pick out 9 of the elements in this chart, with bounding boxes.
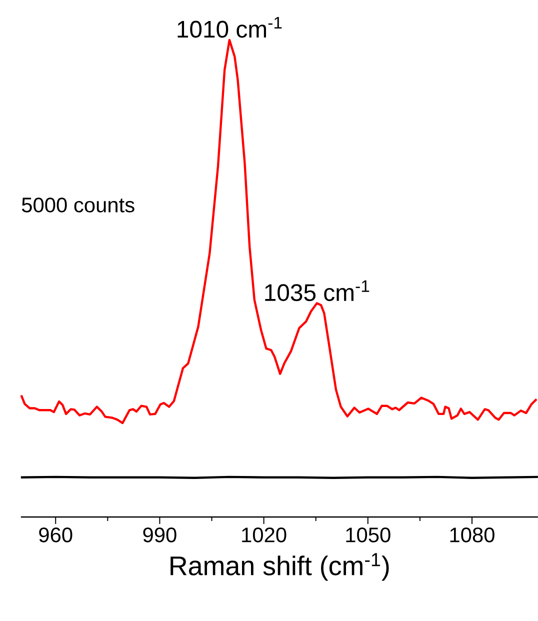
x-tick-label: 960 [39,528,72,542]
x-tick-label: 1020 [242,528,286,542]
x-tick-label: 1080 [450,528,494,542]
annotation: 5000 counts [22,198,134,212]
annotation: 1035 cm$^{-1}$ [265,280,370,302]
annotation: 1010 cm$^{-1}$ [178,16,282,38]
x-tick-label: 1050 [346,528,390,542]
x-axis-title: Raman shift (cm$^{-1}$) [170,553,389,581]
x-tick-label: 990 [143,528,176,542]
